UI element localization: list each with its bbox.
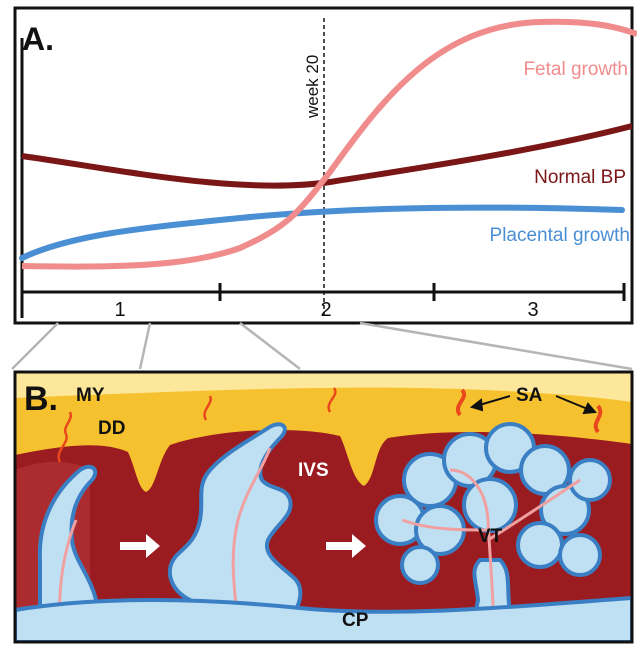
- placental-growth-curve: [19, 204, 625, 261]
- spiral-artery-label: SA: [516, 385, 543, 406]
- placental-growth-label: Placental growth: [490, 225, 630, 246]
- connector-line: [11, 322, 59, 370]
- zoom-connectors: [11, 321, 633, 371]
- normal-bp-label: Normal BP: [534, 167, 626, 188]
- villus-1: [37, 464, 103, 642]
- spiral-arteries: [57, 387, 603, 463]
- decidua-label: DD: [98, 418, 125, 439]
- chorionic-plate-label: CP: [342, 610, 369, 631]
- trimester-1-label: 1: [114, 299, 125, 321]
- sa-pointers: [469, 395, 598, 415]
- trimester-2-label: 2: [320, 299, 331, 321]
- myometrium-label: MY: [76, 385, 105, 406]
- progression-arrow: [326, 534, 366, 558]
- connector-line: [138, 322, 152, 370]
- intervillous-space-label: IVS: [298, 460, 329, 481]
- panel-b-frame: [13, 370, 634, 644]
- fetal-growth-label: Fetal growth: [523, 59, 628, 80]
- panel-b: MY DD SA IVS VT CP B.: [13, 370, 634, 644]
- panel-a-label: A.: [22, 21, 54, 57]
- progression-arrow: [120, 534, 160, 558]
- chorionic-plate: [15, 595, 632, 642]
- connector-line: [359, 321, 633, 371]
- normal-bp-curve: [21, 123, 633, 189]
- panel-b-label: B.: [24, 380, 58, 418]
- trimester-3-label: 3: [527, 299, 538, 321]
- fetal-growth-curve: [21, 18, 637, 270]
- connector-line: [239, 322, 301, 370]
- villous-tree-label: VT: [478, 526, 503, 547]
- panel-a: A. week 20 Fetal growth Normal BP Placen…: [13, 6, 637, 325]
- week-20-label: week 20: [303, 55, 322, 119]
